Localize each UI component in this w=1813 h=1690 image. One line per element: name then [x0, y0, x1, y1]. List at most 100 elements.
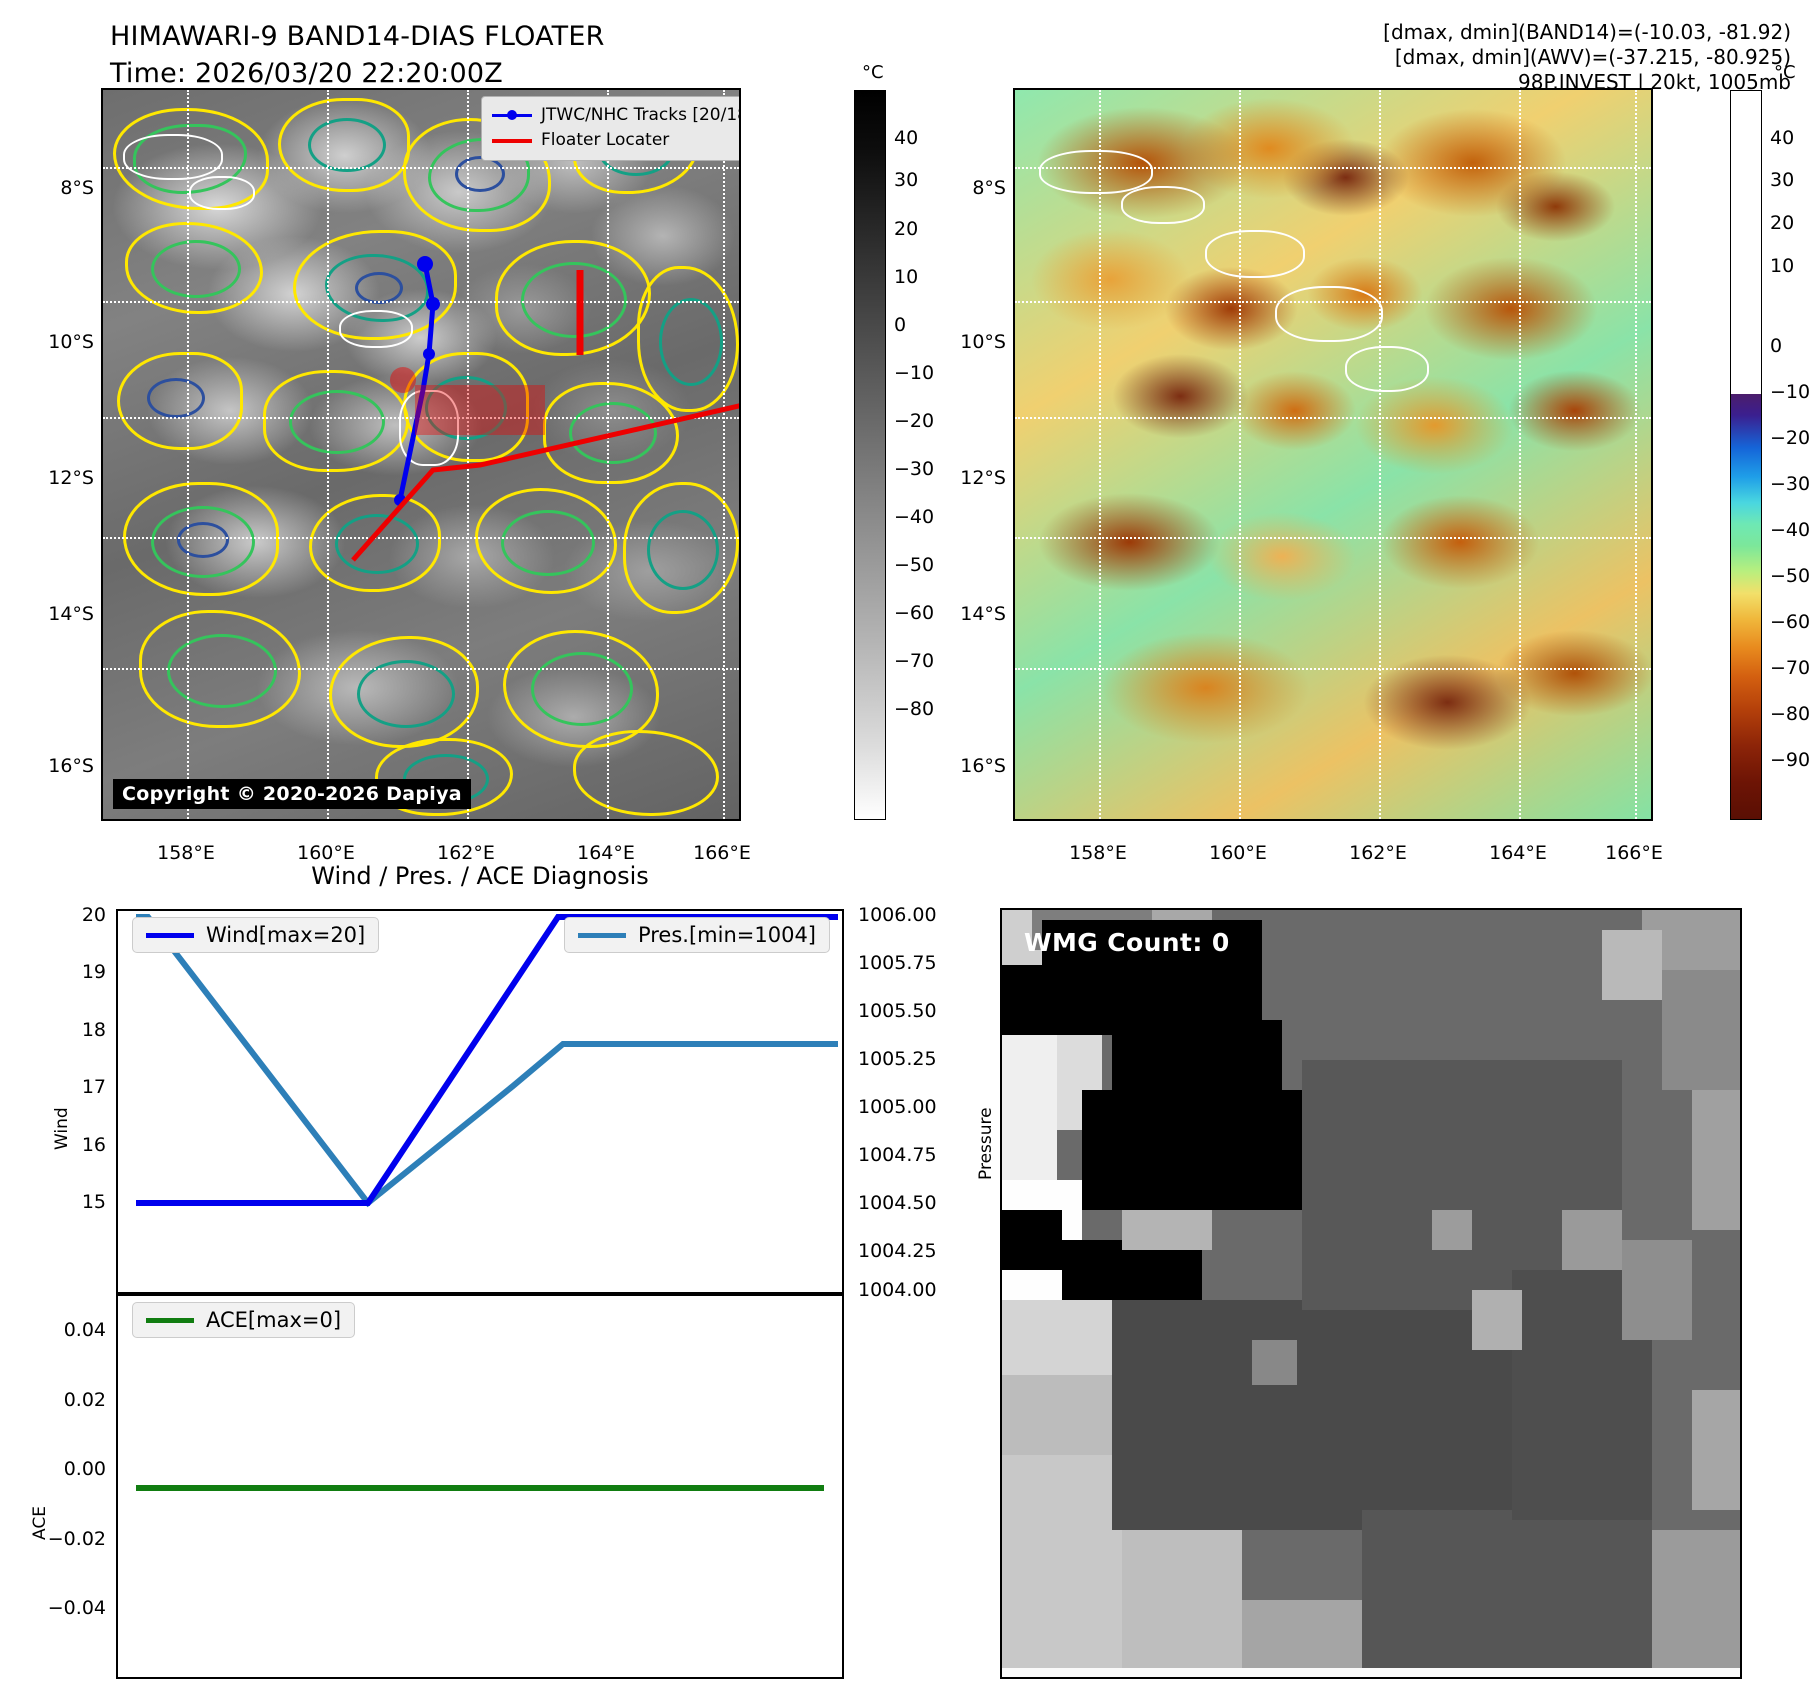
wmg-cell	[1112, 1020, 1282, 1090]
grid-line	[1099, 90, 1101, 819]
awv-lon-tick: 164°E	[1489, 842, 1547, 864]
contour-blob	[521, 262, 627, 338]
ir-lon-tick: 164°E	[577, 842, 635, 864]
contour-blob	[151, 506, 255, 578]
contour-blob	[147, 378, 205, 418]
wmg-cell	[1002, 1300, 1112, 1375]
ir-cb-tick: −40	[894, 506, 935, 528]
contour-blob	[357, 660, 455, 728]
wmg-cell	[1662, 970, 1740, 1090]
awv-colorbar-unit: °C	[1774, 62, 1796, 83]
pressure-ytick: 1004.75	[858, 1144, 937, 1166]
wmg-cell	[1602, 930, 1662, 1000]
grid-line	[1015, 301, 1651, 303]
wmg-cell	[1002, 1210, 1062, 1270]
pressure-line-icon	[577, 932, 626, 938]
pressure-ytick: 1006.00	[858, 904, 937, 926]
awv-cb-tick: −20	[1770, 427, 1811, 449]
wmg-cell	[1112, 1300, 1512, 1530]
awv-lon-tick: 162°E	[1349, 842, 1407, 864]
ir-lat-tick: 12°S	[48, 467, 94, 489]
coastline	[1345, 346, 1429, 392]
contour-blob	[308, 118, 386, 172]
wmg-cell	[1472, 1290, 1522, 1350]
contour-blob	[177, 522, 229, 558]
contour-blob	[503, 630, 659, 748]
awv-lat-tick: 10°S	[960, 331, 1006, 353]
ir-cb-tick: 10	[894, 266, 919, 288]
ir-lat-tick: 16°S	[48, 755, 94, 777]
awv-lon-tick: 160°E	[1209, 842, 1267, 864]
wind-pressure-chart[interactable]: Wind[max=20] Pres.[min=1004]	[116, 909, 844, 1294]
contour-blob	[375, 738, 513, 816]
contour-blob	[278, 98, 410, 192]
wmg-cell	[1622, 1240, 1692, 1340]
wmg-cell	[1122, 1530, 1242, 1677]
ir-colorbar-unit: °C	[862, 62, 884, 83]
wind-ytick: 16	[81, 1134, 106, 1156]
awv-cb-tick: −50	[1770, 565, 1811, 587]
ir-cb-tick: −20	[894, 410, 935, 432]
ace-chart[interactable]: ACE[max=0]	[116, 1294, 844, 1679]
contour-blob	[113, 108, 269, 210]
grid-line	[1015, 167, 1651, 169]
contour-blob	[637, 266, 739, 412]
awv-lat-tick: 16°S	[960, 755, 1006, 777]
awv-cb-tick: −30	[1770, 473, 1811, 495]
dmax-band14-text: [dmax, dmin](BAND14)=(-10.03, -81.92)	[1383, 20, 1791, 44]
ir-satellite-image[interactable]: JTWC/NHC Tracks [20/1800Z] Floater Locat…	[101, 88, 741, 821]
wind-pressure-plot	[136, 914, 838, 1208]
wmg-cell	[1122, 1210, 1212, 1250]
grid-line	[723, 90, 725, 819]
header-metadata: [dmax, dmin](BAND14)=(-10.03, -81.92) [d…	[1383, 20, 1791, 95]
contour-blob	[623, 482, 739, 614]
contour-blob	[151, 240, 241, 298]
wind-ytick: 18	[81, 1019, 106, 1041]
ace-line-icon	[146, 1317, 194, 1323]
grid-line	[1239, 90, 1241, 819]
coastline	[1275, 286, 1383, 342]
ace-ytick: 0.00	[63, 1458, 106, 1480]
awv-lon-tick: 158°E	[1069, 842, 1127, 864]
ir-cb-tick: 40	[894, 127, 919, 149]
legend-item-tracks: JTWC/NHC Tracks [20/1800Z]	[492, 103, 739, 128]
wmg-cell	[1062, 1240, 1202, 1300]
contour-blob	[455, 156, 505, 192]
awv-cb-tick: −10	[1770, 381, 1811, 403]
contour-blob	[569, 402, 657, 464]
wind-ytick: 19	[81, 961, 106, 983]
awv-cb-tick: −60	[1770, 611, 1811, 633]
grid-line	[103, 301, 739, 303]
grid-line	[467, 90, 469, 819]
coastline	[1205, 230, 1305, 278]
ace-legend-label: ACE[max=0]	[206, 1308, 342, 1332]
awv-lat-tick: 12°S	[960, 467, 1006, 489]
diagnosis-title: Wind / Pres. / ACE Diagnosis	[311, 862, 649, 890]
contour-blob	[117, 352, 243, 450]
contour-blob	[647, 510, 719, 590]
pressure-ytick: 1005.00	[858, 1096, 937, 1118]
pressure-ytick: 1005.50	[858, 1000, 937, 1022]
wmg-image[interactable]: WMG Count: 0	[1000, 908, 1742, 1679]
wind-ytick: 17	[81, 1076, 106, 1098]
legend-item-floater: Floater Locater	[492, 128, 739, 153]
ir-lon-tick: 162°E	[437, 842, 495, 864]
wind-line-icon	[146, 932, 194, 938]
map-legend: JTWC/NHC Tracks [20/1800Z] Floater Locat…	[481, 96, 739, 161]
grid-line	[103, 668, 739, 670]
wmg-cell	[1002, 1030, 1057, 1180]
coastline	[339, 310, 413, 348]
legend-label-tracks: JTWC/NHC Tracks [20/1800Z]	[541, 105, 739, 125]
wmg-cell	[1252, 1340, 1297, 1385]
coastline	[123, 134, 223, 180]
ir-cb-tick: −70	[894, 650, 935, 672]
awv-cloud-field	[1015, 90, 1651, 819]
copyright-notice: Copyright © 2020-2026 Dapiya	[113, 779, 471, 809]
wmg-count-label: WMG Count: 0	[1024, 928, 1230, 957]
contour-blob	[573, 730, 719, 816]
ir-cb-tick: −30	[894, 458, 935, 480]
awv-satellite-image[interactable]	[1013, 88, 1653, 821]
awv-cb-tick: −90	[1770, 749, 1811, 771]
ace-legend: ACE[max=0]	[132, 1302, 356, 1338]
ir-cb-tick: −50	[894, 554, 935, 576]
